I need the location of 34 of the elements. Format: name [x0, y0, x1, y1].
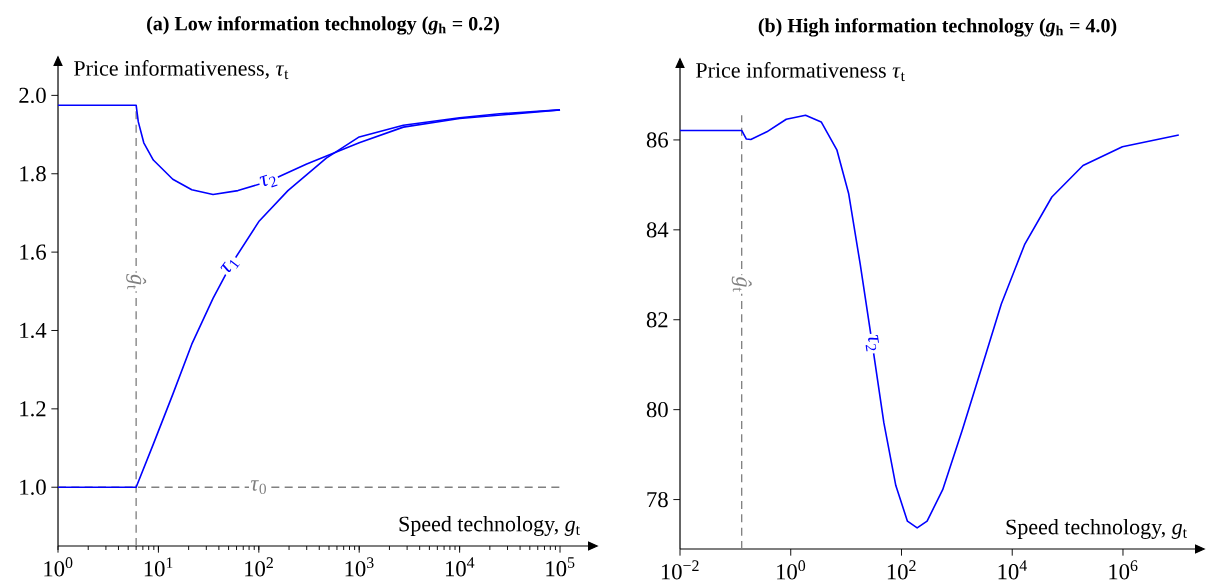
x-tick-label: 10$^{4}$ — [445, 557, 475, 577]
y-tick-label: 2.0 — [19, 87, 46, 104]
x-tick-label: 10$^{5}$ — [546, 557, 575, 577]
x-axis-title: Speed technology, g$_{t}$ — [1006, 518, 1187, 539]
series-label: τ$_{2}$ — [259, 174, 278, 188]
y-tick-label: 84 — [646, 222, 669, 238]
x-tick-label: 10$^{0}$ — [44, 557, 73, 577]
x-tick-label: 10$^{1}$ — [144, 557, 173, 577]
x-axis-title: Speed technology, g$_{t}$ — [399, 515, 580, 536]
y-tick-label: 1.2 — [20, 401, 46, 417]
chart-title: (b) High information technology (g$_{h}$ = 4.0) — [758, 18, 1117, 37]
x-tick-label: 10$^{−2}$ — [661, 560, 699, 580]
y-axis-title: Price informativeness, τ$_{t}$ — [74, 60, 289, 80]
y-tick-label: 1.6 — [20, 244, 46, 260]
x-tick-label: 10$^{0}$ — [777, 560, 806, 580]
ref-line-label: ĝ$_{t}$ — [731, 276, 752, 292]
ref-line-label: ĝ$_{t}$ — [126, 274, 147, 290]
y-tick-label: 80 — [646, 402, 668, 418]
y-tick-label: 1.8 — [20, 166, 46, 182]
x-tick-label: 10$^{3}$ — [345, 557, 374, 577]
y-tick-label: 1.0 — [20, 479, 46, 495]
x-tick-label: 10$^{4}$ — [998, 560, 1027, 580]
x-tick-label: 10$^{2}$ — [887, 560, 916, 580]
series-label: τ$_{1}$ — [220, 259, 240, 273]
x-tick-label: 10$^{2}$ — [245, 557, 273, 577]
series-label: τ$_{2}$ — [865, 335, 879, 352]
x-tick-label: 10$^{6}$ — [1109, 560, 1138, 580]
ref-line-label: τ$_{0}$ — [250, 480, 267, 495]
y-tick-label: 82 — [646, 312, 668, 328]
y-axis-title: Price informativeness τ$_{t}$ — [696, 62, 905, 82]
chart-title: (a) Low information technology (g$_{h}$ = 0.2) — [147, 16, 499, 35]
y-tick-label: 86 — [646, 132, 668, 148]
y-tick-label: 1.4 — [20, 322, 47, 339]
y-tick-label: 78 — [647, 491, 668, 508]
